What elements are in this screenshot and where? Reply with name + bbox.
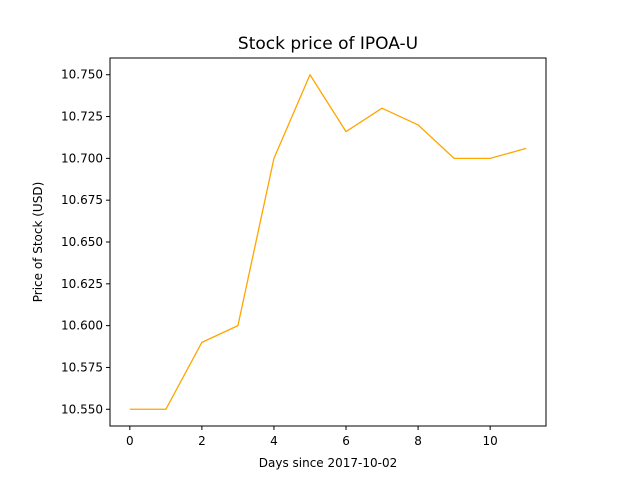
y-tick-label: 10.575 — [61, 360, 103, 374]
plot-area — [110, 58, 546, 426]
x-axis-label: Days since 2017-10-02 — [259, 456, 398, 470]
x-tick-label: 6 — [342, 434, 350, 448]
x-tick-label: 2 — [198, 434, 206, 448]
y-tick-label: 10.625 — [61, 277, 103, 291]
chart-title: Stock price of IPOA-U — [238, 34, 418, 54]
y-tick-label: 10.700 — [61, 151, 103, 165]
x-tick-label: 10 — [483, 434, 498, 448]
x-axis-ticks: 0 2 4 6 8 10 — [126, 426, 498, 448]
x-tick-label: 8 — [414, 434, 422, 448]
y-axis-ticks: 10.550 10.575 10.600 10.625 10.650 10.675 10.7… — [61, 68, 110, 416]
y-axis-label: Price of Stock (USD) — [31, 182, 45, 303]
plot-frame — [109, 57, 547, 427]
series-line — [129, 74, 527, 410]
y-tick-label: 10.725 — [61, 110, 103, 124]
y-tick-label: 10.675 — [61, 193, 103, 207]
series-layer — [129, 74, 527, 410]
x-tick-label: 0 — [126, 434, 134, 448]
y-tick-label: 10.750 — [61, 68, 103, 82]
y-tick-label: 10.600 — [61, 319, 103, 333]
x-tick-label: 4 — [270, 434, 278, 448]
y-tick-label: 10.650 — [61, 235, 103, 249]
y-tick-label: 10.550 — [61, 402, 103, 416]
